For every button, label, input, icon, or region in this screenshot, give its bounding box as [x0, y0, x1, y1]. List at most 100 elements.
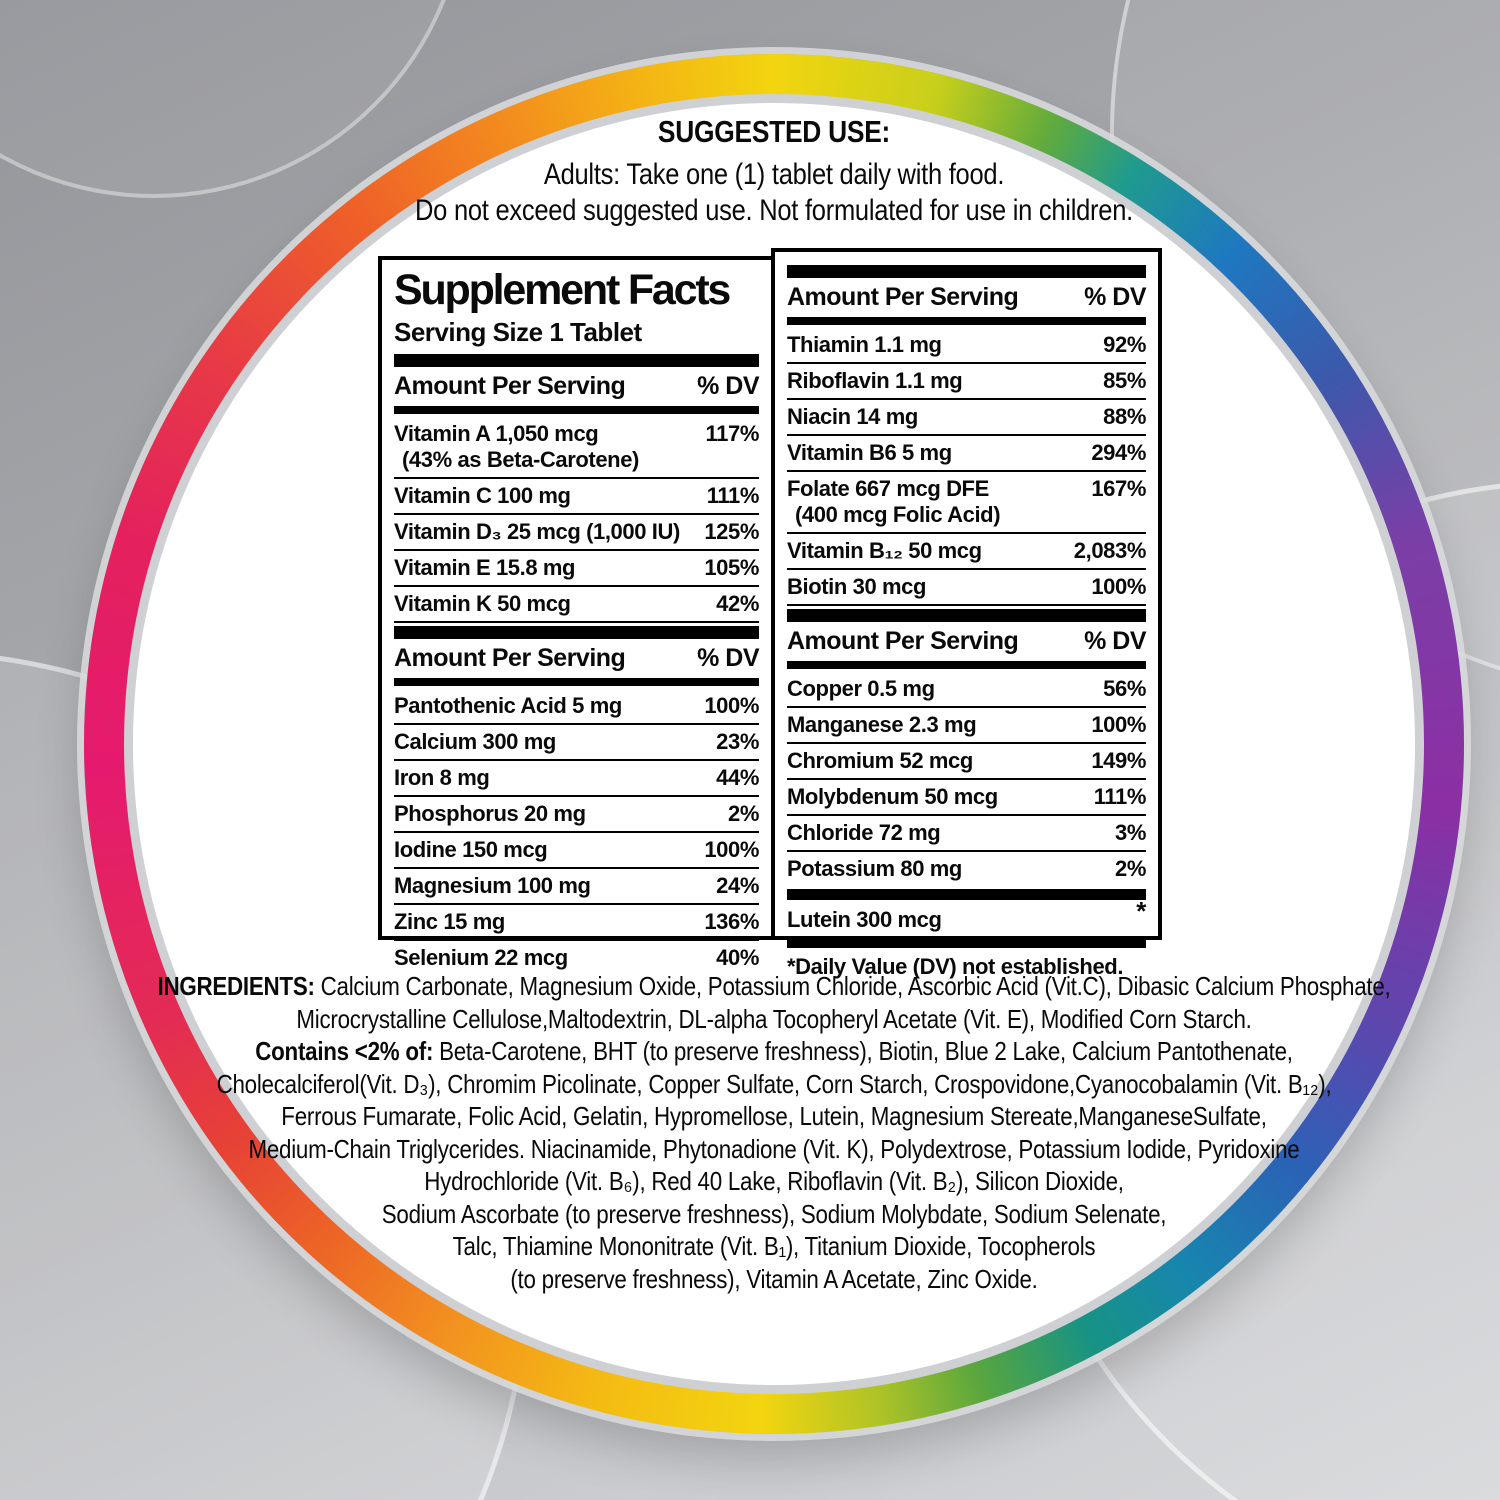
- nutrient-dv: 44%: [716, 765, 759, 790]
- section-bar: [394, 354, 759, 367]
- suggested-use-title: SUGGESTED USE:: [657, 114, 891, 149]
- ingredients-text: Hydrochloride (Vit. B₆), Red 40 Lake, Ri…: [424, 1166, 1124, 1196]
- nutrient-name: Magnesium 100 mg: [394, 873, 591, 898]
- nutrient-name: Phosphorus 20 mg: [394, 801, 586, 826]
- nutrient-dv: 56%: [1103, 676, 1146, 701]
- nutrient-name: Potassium 80 mg: [787, 856, 962, 881]
- ingredients-text: Cholecalciferol(Vit. D₃), Chromim Picoli…: [216, 1068, 1332, 1099]
- nutrient-row: Vitamin A 1,050 mcg 117%: [394, 417, 759, 447]
- dv-header: % DV: [697, 372, 759, 400]
- column-header: Amount Per Serving % DV: [787, 625, 1146, 658]
- nutrient-row: Chromium 52 mcg 149%: [787, 744, 1146, 780]
- nutrient-name: Folate 667 mcg DFE: [787, 476, 989, 501]
- nutrient-note: (400 mcg Folic Acid): [795, 502, 1001, 527]
- nutrient-row: Pantothenic Acid 5 mg 100%: [394, 689, 759, 725]
- dv-header: % DV: [1084, 627, 1146, 655]
- nutrient-name: Chromium 52 mcg: [787, 748, 973, 773]
- ingredients-text: Sodium Ascorbate (to preserve freshness)…: [381, 1198, 1167, 1229]
- nutrient-dv: 167%: [1091, 476, 1146, 501]
- nutrient-row: Manganese 2.3 mg 100%: [787, 708, 1146, 744]
- nutrient-row: Iodine 150 mcg 100%: [394, 833, 759, 869]
- ingredients-line: Cholecalciferol(Vit. D₃), Chromim Picoli…: [129, 1068, 1419, 1101]
- nutrient-row-lutein: Lutein 300 mcg *: [787, 896, 1146, 937]
- nutrient-name: Molybdenum 50 mcg: [787, 784, 998, 809]
- nutrient-row-group: Folate 667 mcg DFE 167% (400 mcg Folic A…: [787, 472, 1146, 534]
- ingredients: INGREDIENTS: Calcium Carbonate, Magnesiu…: [129, 970, 1419, 1295]
- column-header: Amount Per Serving % DV: [394, 370, 759, 403]
- nutrient-row: Magnesium 100 mg 24%: [394, 869, 759, 905]
- nutrient-name: Riboflavin 1.1 mg: [787, 368, 963, 393]
- ingredients-line: INGREDIENTS: Calcium Carbonate, Magnesiu…: [129, 970, 1419, 1003]
- nutrient-dv: 3%: [1115, 820, 1146, 845]
- nutrient-row: Folate 667 mcg DFE 167%: [787, 472, 1146, 502]
- ingredients-prefix: INGREDIENTS:: [157, 971, 321, 1001]
- ingredients-prefix: Contains <2% of:: [255, 1036, 440, 1066]
- nutrient-dv: 2%: [1115, 856, 1146, 881]
- nutrient-dv: 100%: [1091, 574, 1146, 599]
- suggested-use-line: Adults: Take one (1) tablet daily with f…: [543, 158, 1005, 191]
- nutrient-name: Biotin 30 mcg: [787, 574, 927, 599]
- nutrient-dv: 105%: [704, 555, 759, 580]
- section-bar: [394, 626, 759, 639]
- nutrient-name: Iodine 150 mcg: [394, 837, 548, 862]
- supplement-facts-panel-left: Supplement Facts Serving Size 1 Tablet A…: [378, 256, 775, 970]
- nutrient-name: Chloride 72 mg: [787, 820, 941, 845]
- nutrient-dv: 117%: [705, 421, 760, 446]
- ingredients-line: Talc, Thiamine Mononitrate (Vit. B₁), Ti…: [129, 1230, 1419, 1263]
- nutrient-note: (43% as Beta-Carotene): [402, 447, 639, 472]
- ingredients-line: Sodium Ascorbate (to preserve freshness)…: [129, 1198, 1419, 1231]
- nutrient-dv: 23%: [716, 729, 759, 754]
- supplement-facts-panel-right: Amount Per Serving % DV Thiamin 1.1 mg 9…: [771, 248, 1162, 979]
- asterisk: *: [1136, 896, 1146, 926]
- nutrient-dv: 100%: [704, 837, 759, 862]
- nutrient-dv: 2,083%: [1073, 538, 1147, 563]
- nutrient-dv: 42%: [716, 591, 759, 616]
- suggested-use-line: Do not exceed suggested use. Not formula…: [415, 194, 1133, 227]
- ingredients-line: (to preserve freshness), Vitamin A Aceta…: [129, 1263, 1419, 1296]
- ingredients-line: Microcrystalline Cellulose,Maltodextrin,…: [129, 1003, 1419, 1036]
- ingredients-line: Medium-Chain Triglycerides. Niacinamide,…: [129, 1133, 1419, 1166]
- amount-header: Amount Per Serving: [394, 372, 626, 400]
- nutrient-dv: 40%: [716, 945, 759, 970]
- nutrient-name: Vitamin B6 5 mg: [787, 440, 952, 465]
- section-bar: [394, 406, 759, 414]
- nutrient-name: Vitamin E 15.8 mg: [394, 555, 576, 580]
- nutrient-dv: 85%: [1103, 368, 1146, 393]
- nutrient-row: Vitamin B₁₂ 50 mcg 2,083%: [787, 534, 1146, 570]
- nutrient-name: Niacin 14 mg: [787, 404, 918, 429]
- nutrient-name: Calcium 300 mg: [394, 729, 556, 754]
- ingredients-text: (to preserve freshness), Vitamin A Aceta…: [510, 1263, 1038, 1294]
- column-header: Amount Per Serving % DV: [787, 281, 1146, 314]
- section-bar: [787, 265, 1146, 278]
- suggested-use: SUGGESTED USE: Adults: Take one (1) tabl…: [137, 114, 1412, 229]
- section-bar: [394, 678, 759, 686]
- amount-header: Amount Per Serving: [394, 644, 626, 672]
- nutrient-row-group: Vitamin A 1,050 mcg 117% (43% as Beta-Ca…: [394, 417, 759, 479]
- nutrient-dv: 24%: [716, 873, 759, 898]
- dv-footnote: *Daily Value (DV) not established.: [787, 954, 1124, 979]
- nutrient-row: Phosphorus 20 mg 2%: [394, 797, 759, 833]
- nutrient-row: Zinc 15 mg 136%: [394, 905, 759, 941]
- nutrient-name: Zinc 15 mg: [394, 909, 505, 934]
- section-bar: [787, 317, 1146, 325]
- nutrient-dv: 111%: [706, 483, 760, 508]
- nutrient-row: Vitamin E 15.8 mg 105%: [394, 551, 759, 587]
- section-bar: [787, 889, 1146, 900]
- serving-size: Serving Size 1 Tablet: [394, 317, 642, 347]
- column-header: Amount Per Serving % DV: [394, 642, 759, 675]
- nutrient-row: Potassium 80 mg 2%: [787, 852, 1146, 886]
- nutrient-row: Iron 8 mg 44%: [394, 761, 759, 797]
- nutrient-row: Vitamin D₃ 25 mcg (1,000 IU) 125%: [394, 515, 759, 551]
- nutrient-name: Vitamin B₁₂ 50 mcg: [787, 538, 982, 563]
- ingredients-text: Talc, Thiamine Mononitrate (Vit. B₁), Ti…: [452, 1231, 1096, 1261]
- nutrient-dv: 100%: [704, 693, 759, 718]
- nutrient-name: Pantothenic Acid 5 mg: [394, 693, 622, 718]
- nutrient-row: Chloride 72 mg 3%: [787, 816, 1146, 852]
- ingredients-text: Medium-Chain Triglycerides. Niacinamide,…: [248, 1133, 1300, 1164]
- nutrient-dv: 149%: [1091, 748, 1146, 773]
- nutrient-name: Iron 8 mg: [394, 765, 490, 790]
- dv-header: % DV: [697, 644, 759, 672]
- dv-header: % DV: [1084, 283, 1146, 311]
- nutrient-name: Lutein 300 mcg: [787, 907, 942, 932]
